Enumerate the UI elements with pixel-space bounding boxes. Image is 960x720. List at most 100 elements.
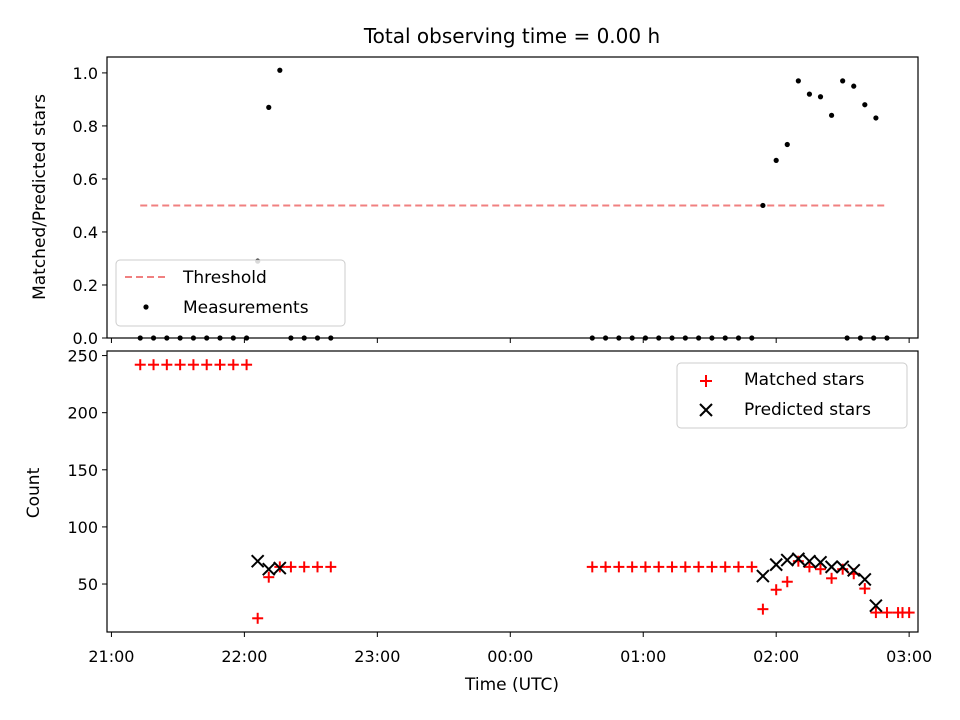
measurement-point [828,112,835,118]
bottom-plot-area [134,359,915,624]
predicted-star-point [250,554,265,568]
matched-star-point [148,359,160,371]
top-y-tick-label: 1.0 [73,64,98,83]
matched-star-point [826,572,838,584]
top-y-tick-label: 0.6 [73,170,98,189]
top-legend: Threshold Measurements [115,259,346,327]
matched-star-point [214,359,226,371]
x-tick-label: 03:00 [886,647,932,666]
measurement-point [873,115,879,121]
matched-star-point [679,561,691,573]
matched-star-point [859,583,871,595]
top-y-tick-label: 0.8 [73,117,98,136]
matched-star-point [613,561,625,573]
matched-star-point [325,561,337,573]
bottom-legend-box [676,362,908,429]
legend-threshold-label: Threshold [182,268,267,288]
matched-star-point [733,561,745,573]
matched-star-point [134,359,146,371]
predicted-star-point [835,560,850,574]
matched-star-point [815,563,827,575]
matched-star-point [803,561,815,573]
measurement-point [817,94,824,100]
matched-star-point [174,359,186,371]
bottom-y-axis-label: Count [24,467,44,518]
bottom-axes-frame [106,350,919,633]
matched-star-point [241,359,253,371]
matched-star-point [666,561,678,573]
matched-star-point [719,561,731,573]
bottom-legend: Matched stars Predicted stars [676,362,908,429]
predicted-star-point [273,561,287,575]
measurements-legend-swatch [143,304,149,310]
matched-star-point [770,584,782,596]
measurement-point [840,78,846,84]
matched-star-point [187,359,199,371]
x-tick-label: 01:00 [620,647,666,666]
matched-star-point [781,576,793,588]
bottom-y-tick-label: 250 [67,347,98,366]
matched-star-point [639,561,651,573]
bottom-y-tick-label: 100 [67,518,98,537]
matched-star-point [285,561,297,573]
matched-star-point [252,612,264,624]
predicted-star-point [824,560,839,574]
matched-star-point [757,603,769,615]
top-y-tick-label: 0.0 [73,329,98,348]
measurement-point [862,102,868,108]
top-y-axis-label: Matched/Predicted stars [30,94,50,300]
measurement-point [806,91,813,97]
measurement-point [773,157,779,163]
legend-measurements-label: Measurements [183,298,309,318]
predicted-star-point [769,557,783,572]
matched-star-point [586,561,598,573]
predicted-star-point [802,554,817,568]
bottom-y-tick-label: 200 [67,404,98,423]
bottom-y-tick-label: 150 [67,461,98,480]
legend-predicted-label: Predicted stars [744,400,871,420]
matched-star-point [626,561,638,573]
measurement-point [277,67,283,73]
measurement-point [784,141,790,148]
x-tick-label: 00:00 [487,647,533,666]
matched-star-point [706,561,718,573]
measurement-point [851,83,857,89]
matched-star-point [201,359,213,371]
matched-star-point [746,561,758,573]
x-tick-label: 23:00 [354,647,400,666]
legend-matched-label: Matched stars [744,370,864,390]
predicted-star-point [791,552,806,566]
matched-star-point [298,561,310,573]
predicted-star-point [869,599,883,613]
axis-ticks: 0.0 0.2 0.4 0.6 0.8 1.0 50 100 150 200 250 21:00 22:… [67,64,932,666]
matched-star-point [653,561,665,573]
matched-star-point [896,607,908,619]
matched-star-point [227,359,239,371]
matched-stars-legend-swatch [700,375,712,387]
x-tick-label: 22:00 [221,647,267,666]
top-y-tick-label: 0.2 [73,276,98,295]
measurement-point [760,202,766,209]
matched-star-point [693,561,705,573]
top-y-tick-label: 0.4 [73,223,98,242]
predicted-star-point [813,555,828,570]
measurement-point [795,78,801,84]
predicted-star-point [847,563,861,578]
matched-star-point [263,571,275,583]
x-axis-label: Time (UTC) [464,675,559,695]
matched-star-point [600,561,612,573]
top-legend-box [115,259,346,327]
predicted-star-point [262,562,276,576]
matched-star-point [870,607,882,619]
matched-star-point [312,561,324,573]
measurement-point [266,104,272,110]
bottom-y-tick-label: 50 [78,575,98,594]
matched-star-point [161,359,173,371]
predicted-star-point [756,569,770,583]
x-tick-label: 02:00 [753,647,799,666]
predicted-stars-legend-swatch [699,403,713,417]
x-tick-label: 21:00 [88,647,134,666]
chart-title: Total observing time = 0.00 h [363,24,660,48]
